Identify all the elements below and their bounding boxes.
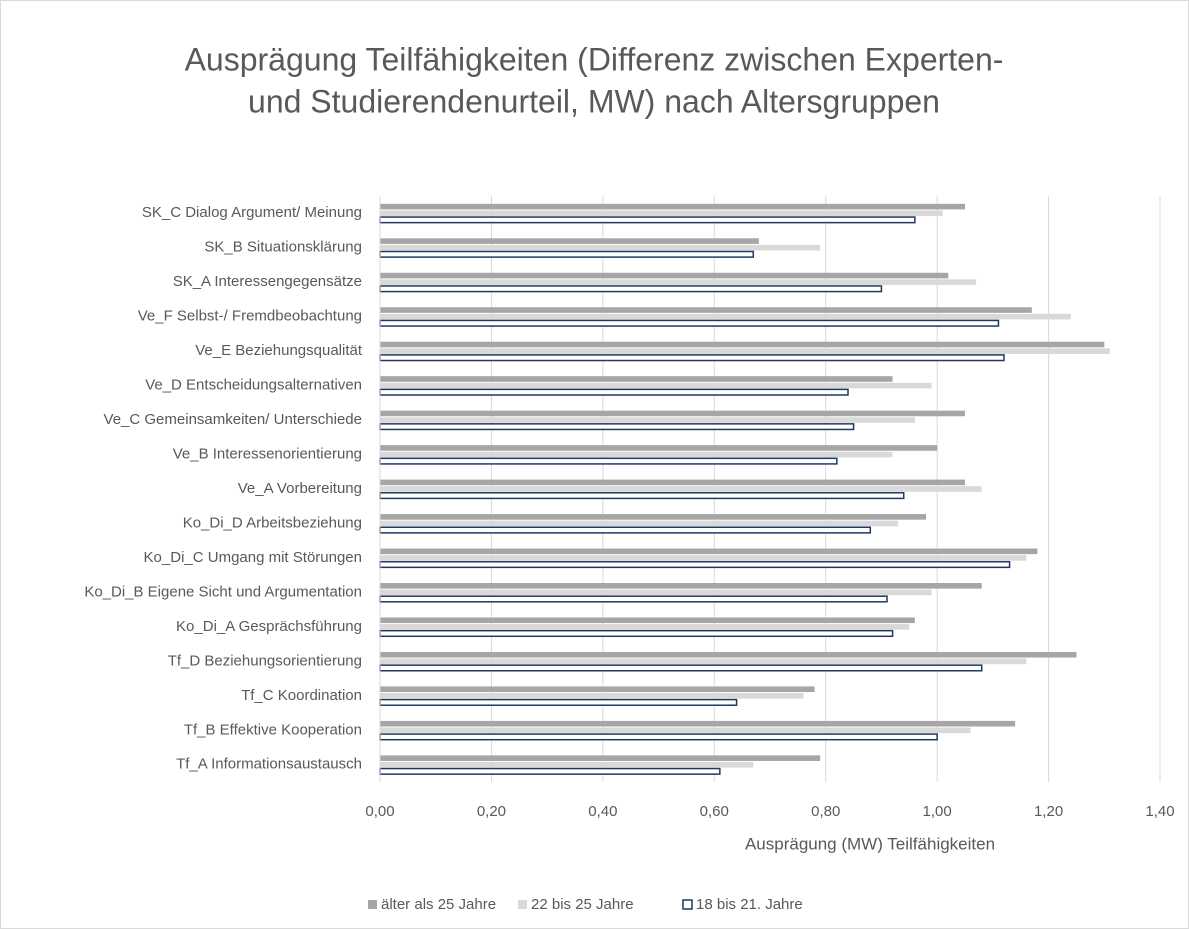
bar <box>380 279 977 285</box>
bar <box>380 727 971 734</box>
bar <box>380 520 899 527</box>
bar <box>380 658 1027 665</box>
bar <box>380 341 1105 348</box>
bar <box>380 693 804 699</box>
y-tick-label: Tf_B Effektive Kooperation <box>184 721 362 738</box>
y-tick-label: SK_C Dialog Argument/ Meinung <box>142 204 362 221</box>
bar <box>380 720 1016 727</box>
bar <box>379 560 1011 569</box>
bar <box>380 555 1027 561</box>
bar <box>380 651 1077 658</box>
bar <box>380 624 910 630</box>
bar <box>380 445 938 451</box>
bar <box>379 698 738 706</box>
bar <box>380 348 1110 354</box>
x-tick-label: 0,40 <box>588 803 617 820</box>
y-tick-label: Ve_A Vorbereitung <box>238 480 362 497</box>
chart-title: Ausprägung Teilfähigkeiten (Differenz zw… <box>185 41 1004 77</box>
bar <box>379 354 1005 362</box>
bar <box>380 761 754 768</box>
bar <box>380 755 821 761</box>
y-tick-label: Ko_Di_C Umgang mit Störungen <box>144 549 362 566</box>
bar <box>380 238 759 244</box>
bar <box>380 272 949 279</box>
bar <box>379 285 883 293</box>
bar <box>380 210 943 217</box>
bar <box>380 589 932 596</box>
bar <box>379 629 894 638</box>
bar <box>379 767 721 775</box>
bar <box>380 203 965 210</box>
y-tick-label: SK_A Interessengegensätze <box>173 273 362 290</box>
bar <box>379 388 849 396</box>
bar <box>380 376 893 382</box>
bar <box>379 423 855 431</box>
y-tick-label: Tf_C Koordination <box>241 687 362 704</box>
bar <box>380 548 1038 555</box>
bar <box>380 583 982 589</box>
x-tick-label: 1,00 <box>923 803 952 820</box>
y-tick-label: SK_B Situationsklärung <box>204 239 362 256</box>
legend-label: 18 bis 21. Jahre <box>696 896 803 913</box>
bar <box>379 216 916 224</box>
bar <box>380 451 893 458</box>
bar <box>379 664 983 672</box>
y-tick-label: Ve_B Interessenorientierung <box>173 445 362 462</box>
bar <box>379 457 838 465</box>
bar <box>380 417 915 423</box>
legend-swatch <box>518 900 527 909</box>
x-tick-label: 0,00 <box>365 803 394 820</box>
legend-label: 22 bis 25 Jahre <box>531 896 634 913</box>
x-tick-label: 0,20 <box>477 803 506 820</box>
bar <box>380 307 1032 313</box>
x-tick-label: 0,80 <box>811 803 840 820</box>
bar <box>380 479 965 486</box>
bar <box>380 514 926 520</box>
bar <box>380 313 1071 320</box>
bar <box>379 526 872 534</box>
y-tick-label: Ve_F Selbst-/ Fremdbeobachtung <box>138 308 362 325</box>
y-tick-label: Tf_D Beziehungsorientierung <box>168 652 362 669</box>
x-tick-label: 1,40 <box>1145 803 1174 820</box>
y-tick-label: Ko_Di_B Eigene Sicht und Argumentation <box>84 583 362 600</box>
bar <box>380 617 915 624</box>
legend-swatch <box>682 899 693 910</box>
bar <box>379 492 905 500</box>
bar <box>380 382 932 389</box>
bar <box>379 319 1000 327</box>
y-tick-label: Tf_A Informationsaustausch <box>176 756 362 773</box>
bar <box>379 733 938 741</box>
x-tick-label: 0,60 <box>700 803 729 820</box>
x-tick-label: 1,20 <box>1034 803 1063 820</box>
chart-title: und Studierendenurteil, MW) nach Altersg… <box>248 83 940 119</box>
bar <box>379 595 888 603</box>
y-tick-label: Ko_Di_A Gesprächsführung <box>176 618 362 635</box>
x-axis-label: Ausprägung (MW) Teilfähigkeiten <box>745 834 995 853</box>
bar <box>380 244 821 251</box>
bar <box>380 410 965 417</box>
y-tick-label: Ve_D Entscheidungsalternativen <box>145 377 362 394</box>
bar <box>380 486 982 492</box>
bar <box>380 686 815 693</box>
y-tick-label: Ko_Di_D Arbeitsbeziehung <box>183 514 362 531</box>
y-tick-label: Ve_E Beziehungsqualität <box>195 342 363 359</box>
legend-label: älter als 25 Jahre <box>381 896 496 913</box>
bar <box>379 250 755 258</box>
legend-swatch <box>368 900 377 909</box>
y-tick-label: Ve_C Gemeinsamkeiten/ Unterschiede <box>104 411 362 428</box>
